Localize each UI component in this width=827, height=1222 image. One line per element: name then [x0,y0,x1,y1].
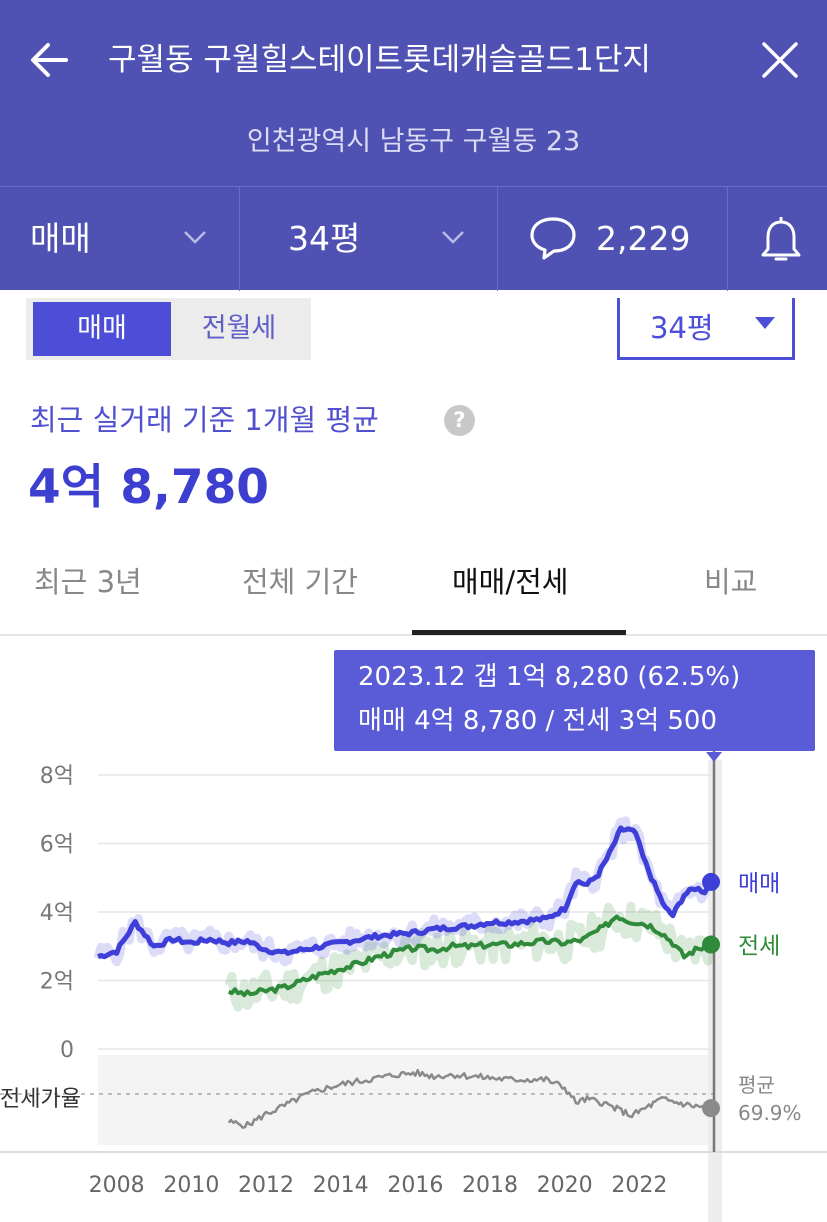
speech-bubble-icon [530,217,576,260]
x-tick-label: 2022 [611,1173,667,1198]
x-tick-label: 2014 [313,1173,369,1198]
size-select-label: 34평 [650,311,714,345]
sale-range-band [93,816,714,967]
ratio-average-value: 69.9% [738,1101,802,1125]
price-chart[interactable]: 0 2억 4억 6억 8억 2008 2010 2012 2014 2016 2018 2020 202… [0,640,827,1222]
y-tick-label: 4억 [40,901,74,926]
comment-count: 2,229 [596,219,691,258]
active-tab-underline [412,630,626,635]
tooltip-gap: 2023.12 갭 1억 8,280 (62.5%) [358,662,741,692]
y-tick-label: 2억 [40,970,74,995]
deal-type-label: 매매 [30,219,91,258]
help-icon[interactable]: ? [444,405,475,436]
x-tick-label: 2020 [537,1173,593,1198]
x-tick-label: 2008 [89,1173,145,1198]
x-tick-label: 2012 [238,1173,294,1198]
size-select[interactable]: 34평 [617,298,795,360]
comments-button[interactable]: 2,229 [498,187,728,291]
sale-end-marker [702,872,721,891]
address: 인천광역시 남동구 구월동 23 [246,126,581,157]
x-tick-label: 2016 [387,1173,443,1198]
ratio-band [98,1055,720,1145]
ratio-series-label: 전세가율 [0,1087,81,1112]
tab-sale-jeonse[interactable]: 매매/전세 [452,565,569,599]
tab-all-period[interactable]: 전체 기간 [242,565,358,599]
tooltip-pointer [706,752,722,762]
bell-icon [761,217,801,261]
deal-toggle: 매매 전월세 [26,298,311,360]
y-tick-label: 8억 [40,764,74,789]
y-tick-label: 6억 [40,833,74,858]
jeonse-end-marker [702,935,721,954]
jeonse-range-band [224,901,716,1012]
triangle-down-icon [755,317,775,329]
size-label: 34평 [288,219,361,258]
ratio-average-label: 평균 [738,1073,775,1097]
page-title: 구월동 구월힐스테이트롯데캐슬골드1단지 [108,42,651,78]
sale-line [97,825,714,960]
x-tick-label: 2010 [163,1173,219,1198]
toggle-sale[interactable]: 매매 [33,302,171,356]
jeonse-line [227,914,713,998]
x-tick-label: 2018 [462,1173,518,1198]
period-tabs: 최근 3년 전체 기간 매매/전세 비교 [0,548,827,636]
size-dropdown[interactable]: 34평 [240,187,498,291]
y-tick-label: 0 [60,1038,74,1063]
back-button[interactable] [26,36,74,84]
jeonse-series-label: 전세 [738,934,780,960]
filter-bar: 매매 34평 2,229 [0,186,827,291]
alert-button[interactable] [728,187,827,291]
chevron-down-icon [442,231,464,244]
close-button[interactable] [758,38,802,82]
toggle-rent[interactable]: 전월세 [201,313,277,344]
ratio-end-marker [702,1099,721,1118]
chevron-down-icon [184,231,206,244]
tab-recent-3y[interactable]: 최근 3년 [34,565,142,599]
arrow-left-icon [31,43,68,77]
app-header: 구월동 구월힐스테이트롯데캐슬골드1단지 인천광역시 남동구 구월동 23 매매… [0,0,827,291]
chart-tooltip: 2023.12 갭 1억 8,280 (62.5%) 매매 4억 8,780 /… [334,650,815,751]
close-icon [762,42,798,78]
average-label: 최근 실거래 기준 1개월 평균 [30,403,379,437]
jeonse-ratio-line [227,1068,712,1129]
tab-compare[interactable]: 비교 [704,565,758,599]
sale-series-label: 매매 [738,871,780,897]
average-price: 4억 8,780 [28,460,269,515]
deal-type-dropdown[interactable]: 매매 [0,187,240,291]
tooltip-prices: 매매 4억 8,780 / 전세 3억 500 [358,706,718,736]
